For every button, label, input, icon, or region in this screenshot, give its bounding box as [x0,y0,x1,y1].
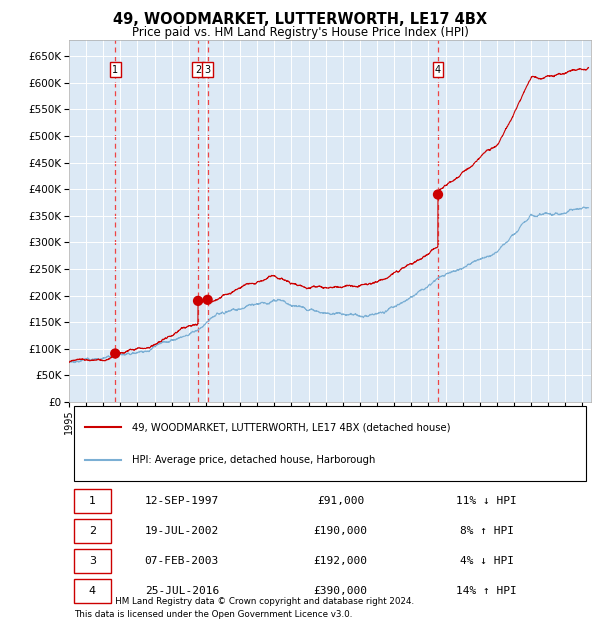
Point [203,295,212,305]
Text: 07-FEB-2003: 07-FEB-2003 [145,556,219,566]
Text: 19-JUL-2002: 19-JUL-2002 [145,526,219,536]
Text: 49, WOODMARKET, LUTTERWORTH, LE17 4BX (detached house): 49, WOODMARKET, LUTTERWORTH, LE17 4BX (d… [131,422,450,432]
FancyBboxPatch shape [74,549,111,573]
Text: 12-SEP-1997: 12-SEP-1997 [145,496,219,506]
Point [433,190,443,200]
Text: 4: 4 [89,586,96,596]
Text: 14% ↑ HPI: 14% ↑ HPI [456,586,517,596]
Point [110,348,120,358]
Text: 8% ↑ HPI: 8% ↑ HPI [460,526,514,536]
FancyBboxPatch shape [74,406,586,482]
Text: 49, WOODMARKET, LUTTERWORTH, LE17 4BX: 49, WOODMARKET, LUTTERWORTH, LE17 4BX [113,12,487,27]
Text: 2: 2 [89,526,96,536]
Text: Contains HM Land Registry data © Crown copyright and database right 2024.: Contains HM Land Registry data © Crown c… [74,597,415,606]
Text: 2: 2 [195,64,201,74]
Text: £91,000: £91,000 [317,496,364,506]
Text: 11% ↓ HPI: 11% ↓ HPI [456,496,517,506]
Text: 4: 4 [435,64,441,74]
Text: This data is licensed under the Open Government Licence v3.0.: This data is licensed under the Open Gov… [74,610,353,619]
Text: £192,000: £192,000 [313,556,367,566]
Text: HPI: Average price, detached house, Harborough: HPI: Average price, detached house, Harb… [131,455,375,466]
Text: £390,000: £390,000 [313,586,367,596]
FancyBboxPatch shape [74,489,111,513]
Text: 3: 3 [205,64,211,74]
FancyBboxPatch shape [74,519,111,542]
Text: 1: 1 [89,496,96,506]
FancyBboxPatch shape [74,579,111,603]
Point [193,296,203,306]
Text: 25-JUL-2016: 25-JUL-2016 [145,586,219,596]
Text: £190,000: £190,000 [313,526,367,536]
Text: 4% ↓ HPI: 4% ↓ HPI [460,556,514,566]
Text: 3: 3 [89,556,96,566]
Text: Price paid vs. HM Land Registry's House Price Index (HPI): Price paid vs. HM Land Registry's House … [131,26,469,39]
Text: 1: 1 [112,64,118,74]
